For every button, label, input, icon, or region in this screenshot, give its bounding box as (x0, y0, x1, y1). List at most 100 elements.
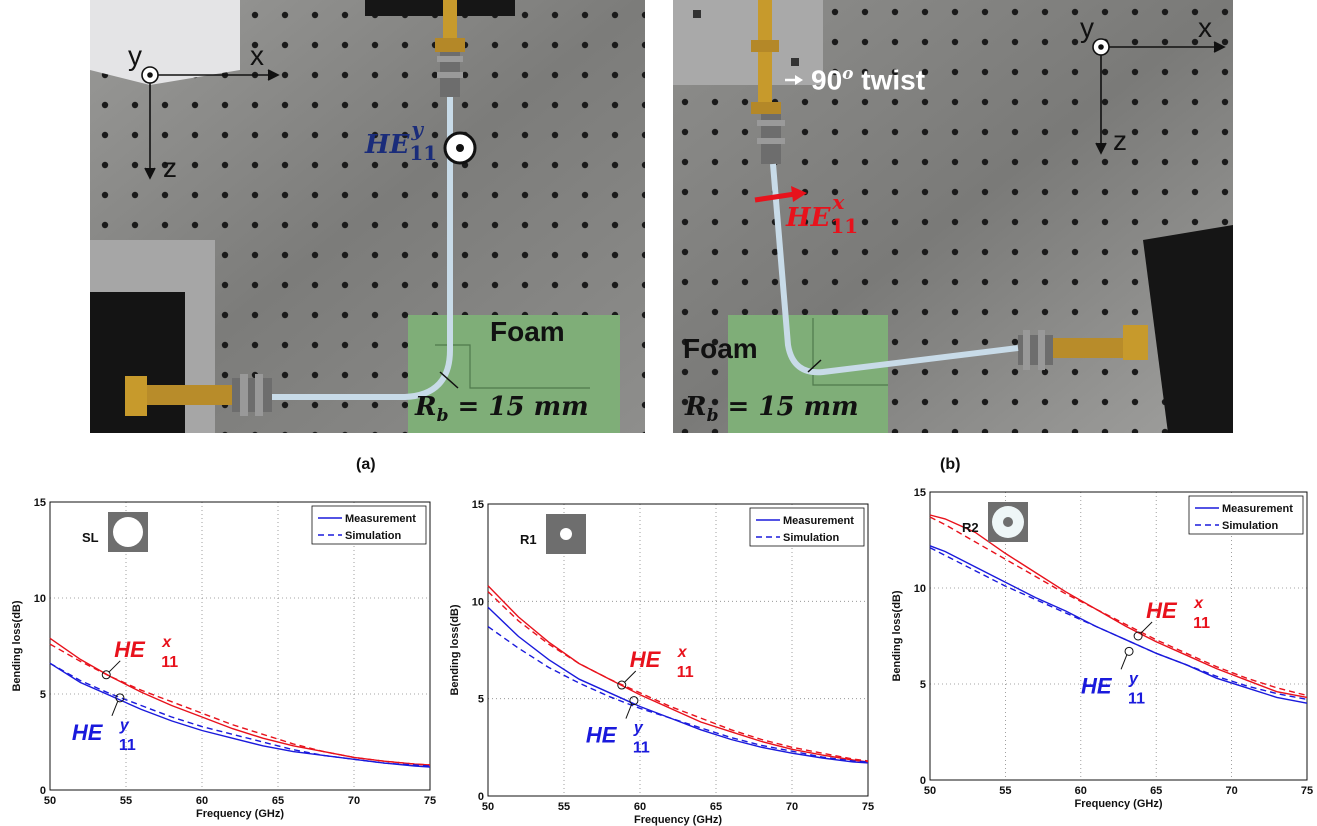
coordinate-axes (1092, 38, 1226, 155)
legend-entry: Measurement (1222, 503, 1293, 515)
mode-label-he11x-superscript: x (677, 644, 688, 661)
dielectric-fiber (770, 163, 1019, 376)
mode-label-he11x: HE (1146, 598, 1178, 623)
annotation-arrow (1120, 654, 1128, 670)
mode-label-he11y-subscript: 11 (633, 740, 650, 757)
mode-label-he11x: HE x 11 (786, 190, 859, 238)
y-tick-label: 15 (34, 497, 46, 509)
series-he11x-simulation (49, 643, 431, 766)
series-he11y-measurement (487, 606, 869, 764)
chart-sl: 50 55 60 65 70 75 0 5 10 15 Frequency (GHz) Bending… (0, 490, 440, 820)
x-axis-label: Frequency (GHz) (196, 808, 284, 820)
mode-label-he11y-superscript: y (1128, 670, 1139, 687)
mode-label-he11x-subscript: 11 (1193, 615, 1210, 632)
chart-r2: 50 55 60 65 70 75 0 5 10 15 Frequency (GHz) Bending… (880, 480, 1317, 810)
sample-disc (113, 517, 143, 547)
x-tick-label: 75 (862, 801, 874, 813)
photo-b: y x z 90o twist HE x 11 Foam Rb = 15 mm (673, 0, 1233, 433)
axis-label-x: x (250, 40, 264, 71)
legend-entry: Simulation (1222, 520, 1279, 532)
y-tick-label: 15 (914, 487, 926, 499)
series-he11x-simulation (487, 591, 869, 762)
x-tick-label: 65 (272, 795, 284, 807)
y-tick-label: 0 (920, 775, 926, 787)
x-tick-label: 50 (924, 785, 936, 797)
dielectric-fiber (272, 97, 453, 400)
caption-b: (b) (940, 456, 961, 473)
foam-label: Foam (683, 333, 758, 364)
axis-label-z: z (163, 152, 177, 183)
mode-label-he11y: HE (1081, 673, 1113, 698)
series-he11x-simulation (929, 516, 1308, 697)
x-axis-label: Frequency (GHz) (1074, 798, 1162, 810)
mode-label-he11y-subscript: 11 (1128, 690, 1145, 707)
mode-label-he11x: HE (630, 647, 662, 672)
chart-2-plot-frame (929, 491, 1308, 781)
mode-label-he11y: HE (586, 723, 618, 748)
y-axis-label: Bending loss(dB) (449, 604, 461, 695)
x-tick-label: 60 (634, 801, 646, 813)
x-tick-label: 75 (1301, 785, 1313, 797)
chart-1-plot-frame (487, 503, 869, 797)
mode-label-he11x-subscript: 11 (677, 664, 694, 681)
mode-label-he11y-superscript: y (633, 720, 644, 737)
annotation-arrow (108, 660, 121, 673)
mode-polarization-arrow (754, 191, 796, 203)
y-tick-label: 5 (40, 689, 46, 701)
x-tick-label: 70 (1225, 785, 1237, 797)
y-tick-label: 10 (914, 583, 926, 595)
y-tick-label: 5 (478, 694, 484, 706)
legend-box (1188, 495, 1304, 535)
mode-label-he11x: HE (114, 637, 146, 662)
y-tick-label: 15 (472, 499, 484, 511)
x-axis-label: Frequency (GHz) (634, 814, 722, 826)
legend-entry: Measurement (345, 513, 416, 525)
annotation-arrow (625, 703, 633, 719)
photo-a: y x z HE y 11 Foam Rb = 15 mm (90, 0, 645, 433)
series-he11y-simulation (487, 626, 869, 763)
bend-radius-label: Rb = 15 mm (415, 392, 589, 427)
x-tick-label: 50 (44, 795, 56, 807)
mode-label-he11y-superscript: y (119, 717, 130, 734)
inset-label: R1 (520, 532, 537, 547)
y-axis-label: Bending loss(dB) (11, 600, 23, 691)
coordinate-axes (141, 66, 280, 180)
annotation-arrow (624, 670, 637, 683)
chart-0-plot-frame (49, 501, 431, 791)
x-tick-label: 65 (1150, 785, 1162, 797)
bend-radius-label: Rb = 15 mm (685, 392, 859, 427)
marker-he11x (101, 670, 111, 680)
inset-label: R2 (962, 520, 979, 535)
x-tick-label: 75 (424, 795, 436, 807)
mode-label-he11y-subscript: 11 (119, 737, 136, 754)
legend-entry: Simulation (783, 532, 840, 544)
caption-a: (a) (356, 456, 376, 473)
x-tick-label: 70 (348, 795, 360, 807)
marker-he11x (617, 680, 627, 690)
x-tick-label: 70 (786, 801, 798, 813)
mode-label-he11y: HE (72, 720, 104, 745)
marker-he11y (1124, 646, 1134, 656)
legend-entry: Simulation (345, 530, 402, 542)
marker-he11y (115, 693, 125, 703)
series-he11x-measurement (487, 585, 869, 763)
x-tick-label: 55 (999, 785, 1011, 797)
twist-label: 90o twist (811, 64, 926, 96)
x-tick-label: 60 (196, 795, 208, 807)
y-tick-label: 0 (40, 785, 46, 797)
series-he11y-simulation (929, 547, 1308, 701)
axis-label-z: z (1113, 125, 1127, 156)
mode-label-he11y: HE y 11 (365, 117, 438, 165)
y-tick-label: 10 (34, 593, 46, 605)
y-tick-label: 0 (478, 791, 484, 803)
annotation-arrow (111, 700, 119, 717)
legend-box (749, 507, 865, 547)
y-tick-label: 5 (920, 679, 926, 691)
axis-label-y: y (128, 40, 142, 71)
chart-0-plot-area (50, 502, 430, 790)
series-he11x-measurement (929, 514, 1308, 699)
x-tick-label: 55 (120, 795, 132, 807)
sample-disc (560, 528, 572, 540)
y-tick-label: 10 (472, 596, 484, 608)
marker-he11y (629, 696, 639, 706)
